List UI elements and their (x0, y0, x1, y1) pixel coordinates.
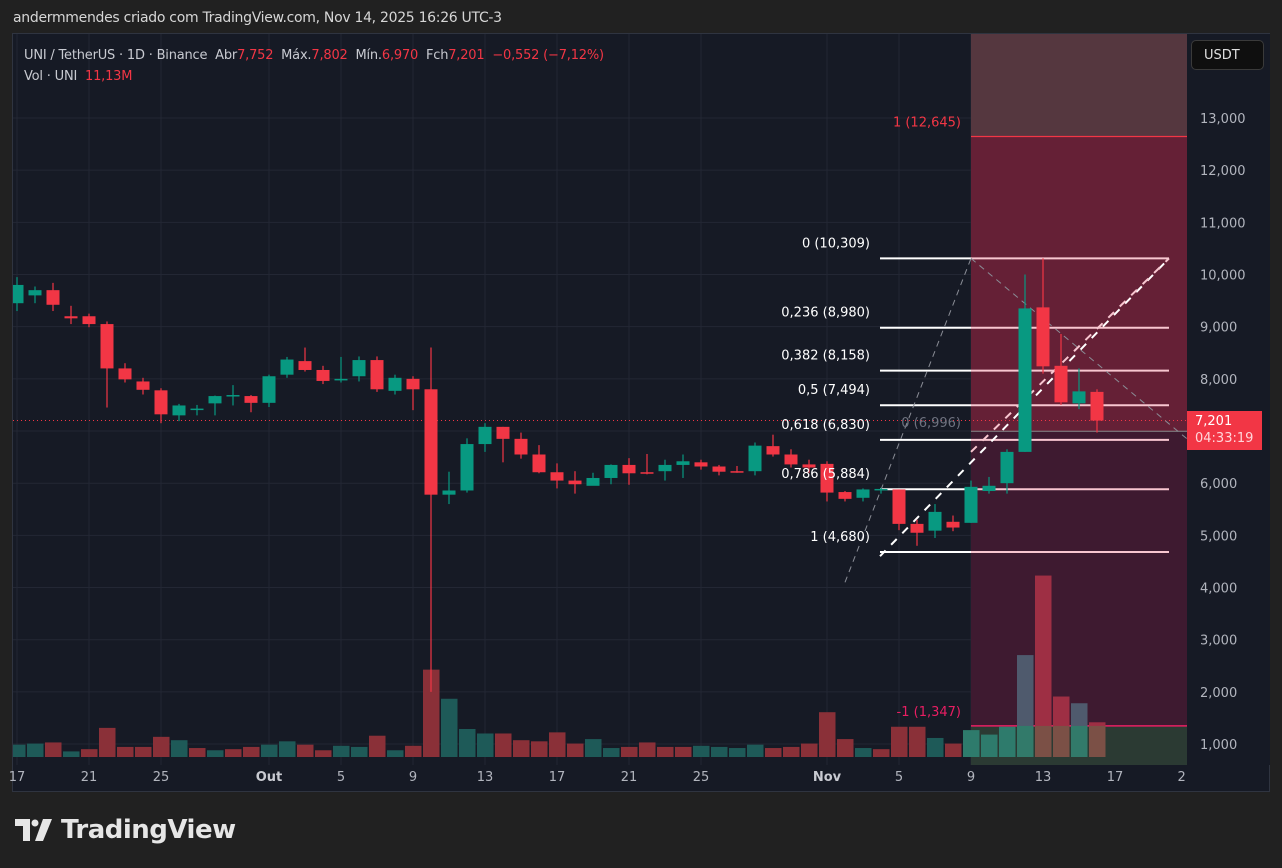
low-label: Mín. (355, 48, 382, 63)
plot-area[interactable] (9, 34, 1187, 765)
svg-text:Nov: Nov (813, 770, 842, 785)
svg-text:13,000: 13,000 (1200, 112, 1246, 127)
svg-text:4,000: 4,000 (1200, 582, 1237, 597)
svg-text:2: 2 (1177, 770, 1185, 785)
svg-text:9,000: 9,000 (1200, 321, 1237, 336)
close-value: 7,201 (448, 48, 485, 63)
price-axis[interactable]: 13,00012,00011,00010,0009,0008,0007,0006… (1187, 34, 1270, 765)
svg-text:9: 9 (967, 770, 975, 785)
svg-text:0 (10,309): 0 (10,309) (802, 236, 870, 251)
svg-text:-1 (1,347): -1 (1,347) (897, 705, 961, 720)
svg-text:21: 21 (81, 770, 98, 785)
svg-text:0 (6,996): 0 (6,996) (901, 416, 961, 431)
svg-text:17: 17 (549, 770, 566, 785)
svg-text:25: 25 (693, 770, 710, 785)
fib-labels: 0 (10,309) 0,236 (8,980) 0,382 (8,158) 0,5 … (781, 116, 961, 720)
svg-text:5,000: 5,000 (1200, 529, 1237, 544)
currency-button[interactable]: USDT (1191, 40, 1264, 70)
volume-label[interactable]: Vol · UNI (24, 69, 78, 84)
high-value: 7,802 (311, 48, 348, 63)
svg-text:8,000: 8,000 (1200, 373, 1237, 388)
change-value: −0,552 (−7,12%) (492, 48, 604, 63)
svg-text:2,000: 2,000 (1200, 686, 1237, 701)
svg-text:0,382 (8,158): 0,382 (8,158) (781, 349, 870, 364)
svg-text:3,000: 3,000 (1200, 634, 1237, 649)
time-axis[interactable]: 17 21 25 Out 5 9 13 17 21 25 Nov 5 9 13 17 2 (9, 765, 1269, 791)
svg-text:13: 13 (477, 770, 494, 785)
svg-text:17: 17 (9, 770, 26, 785)
svg-text:12,000: 12,000 (1200, 164, 1246, 179)
symbol-label[interactable]: UNI / TetherUS · 1D · Binance (24, 48, 208, 63)
high-label: Máx. (281, 48, 312, 63)
svg-text:21: 21 (621, 770, 638, 785)
svg-text:25: 25 (153, 770, 170, 785)
tradingview-logo[interactable]: TradingView (15, 815, 236, 845)
last-price-tag: 7,201 04:33:19 (1187, 411, 1262, 450)
fib-retracement[interactable] (844, 257, 1187, 583)
ohlc-legend: UNI / TetherUS · 1D · Binance Abr7,752 M… (24, 45, 604, 87)
svg-text:Out: Out (256, 770, 283, 785)
close-label: Fch (425, 48, 449, 63)
open-value: 7,752 (237, 48, 274, 63)
svg-text:5: 5 (895, 770, 903, 785)
svg-text:0,618 (6,830): 0,618 (6,830) (781, 418, 870, 433)
tradingview-logo-icon (15, 819, 52, 841)
svg-text:10,000: 10,000 (1200, 269, 1246, 284)
candlesticks (13, 258, 1104, 692)
svg-text:11,000: 11,000 (1200, 216, 1246, 231)
svg-text:1 (12,645): 1 (12,645) (893, 116, 961, 131)
svg-text:9: 9 (409, 770, 417, 785)
svg-text:5: 5 (337, 770, 345, 785)
chart-credit: andermmendes criado com TradingView.com,… (13, 10, 502, 26)
svg-text:17: 17 (1107, 770, 1124, 785)
last-price: 7,201 (1195, 414, 1233, 429)
low-value: 6,970 (381, 48, 419, 63)
logo-text: TradingView (61, 815, 236, 845)
open-label: Abr (215, 48, 238, 63)
bar-countdown: 04:33:19 (1195, 431, 1254, 446)
svg-text:0,786 (5,884): 0,786 (5,884) (781, 467, 870, 482)
svg-text:1 (4,680): 1 (4,680) (810, 530, 870, 545)
svg-text:13: 13 (1035, 770, 1052, 785)
svg-text:6,000: 6,000 (1200, 477, 1237, 492)
svg-text:0,236 (8,980): 0,236 (8,980) (781, 306, 870, 321)
volume-value: 11,13M (85, 69, 133, 84)
svg-text:0,5 (7,494): 0,5 (7,494) (798, 383, 870, 398)
svg-text:1,000: 1,000 (1200, 738, 1237, 753)
volume-bars (13, 575, 1106, 757)
